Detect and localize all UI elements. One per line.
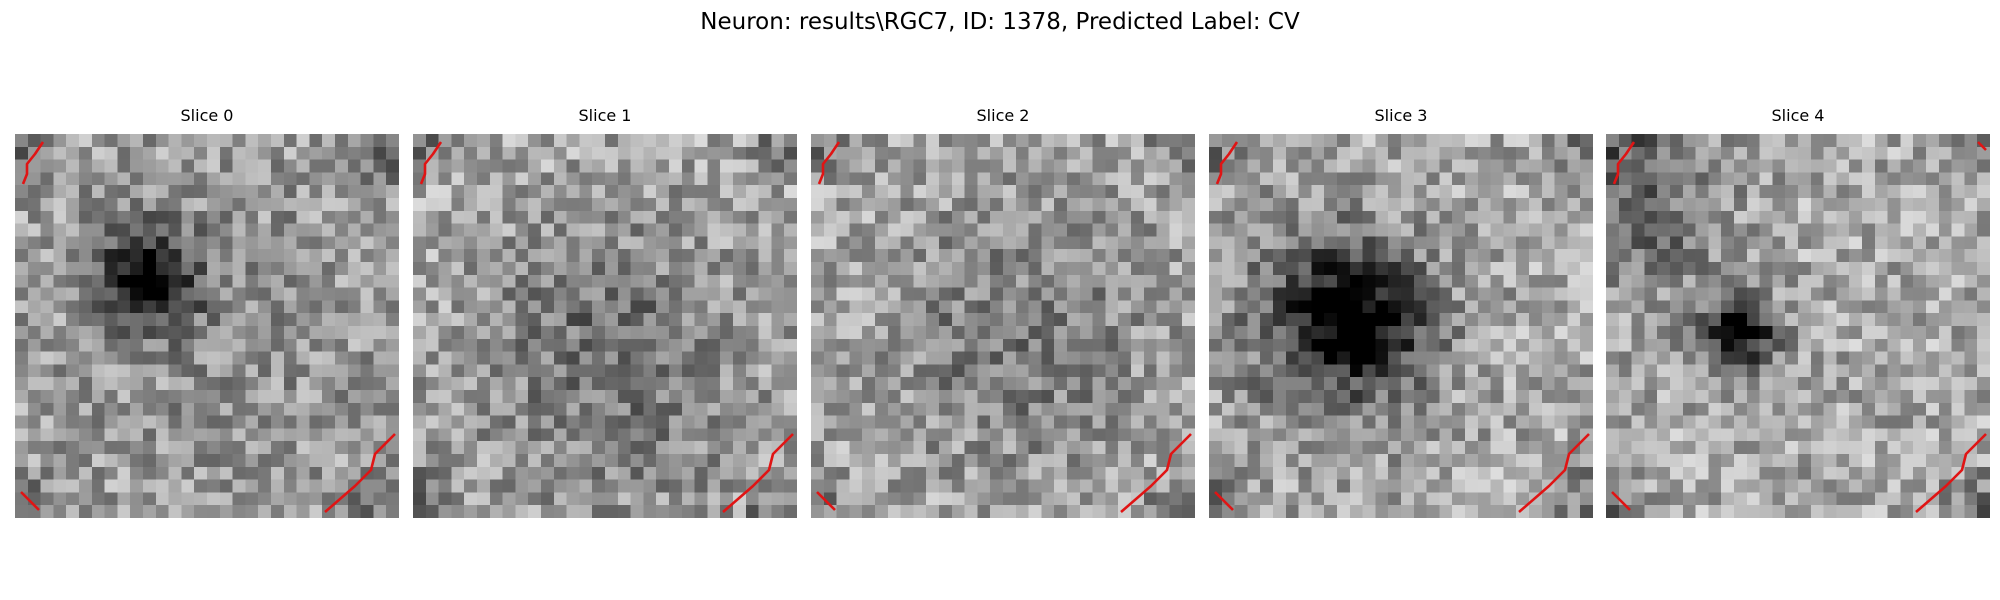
contour-line-bottom-left — [20, 491, 40, 511]
contour-line-top-left — [21, 141, 45, 185]
slice-image — [1209, 134, 1593, 518]
slice-image — [1606, 134, 1990, 518]
pixel-grid — [15, 134, 399, 518]
pixel-grid — [1209, 134, 1593, 518]
contour-line-bottom-left — [1214, 491, 1234, 511]
contour-line-bottom-left — [1611, 491, 1631, 511]
slice-image — [15, 134, 399, 518]
pixel-grid — [811, 134, 1195, 518]
contour-line-top-left — [1215, 141, 1239, 185]
contour-line-top-left — [419, 141, 443, 185]
contour-line-bottom-right — [1120, 433, 1192, 513]
contour-line-bottom-right — [722, 433, 794, 513]
slice-title: Slice 2 — [976, 106, 1030, 125]
slice-title: Slice 1 — [578, 106, 632, 125]
contour-line-bottom-right — [1518, 433, 1590, 513]
contour-line-bottom-right — [1915, 433, 1987, 513]
contour-line-bottom-right — [324, 433, 396, 513]
slice-title: Slice 3 — [1374, 106, 1428, 125]
slice-title: Slice 4 — [1771, 106, 1825, 125]
contour-line-top-right — [1977, 141, 1987, 151]
contour-line-top-left — [817, 141, 841, 185]
slice-title: Slice 0 — [180, 106, 234, 125]
figure-title: Neuron: results\RGC7, ID: 1378, Predicte… — [700, 9, 1300, 35]
contour-line-bottom-left — [816, 491, 836, 511]
pixel-grid — [413, 134, 797, 518]
contour-line-top-left — [1612, 141, 1636, 185]
slice-image — [811, 134, 1195, 518]
pixel-grid — [1606, 134, 1990, 518]
slice-image — [413, 134, 797, 518]
